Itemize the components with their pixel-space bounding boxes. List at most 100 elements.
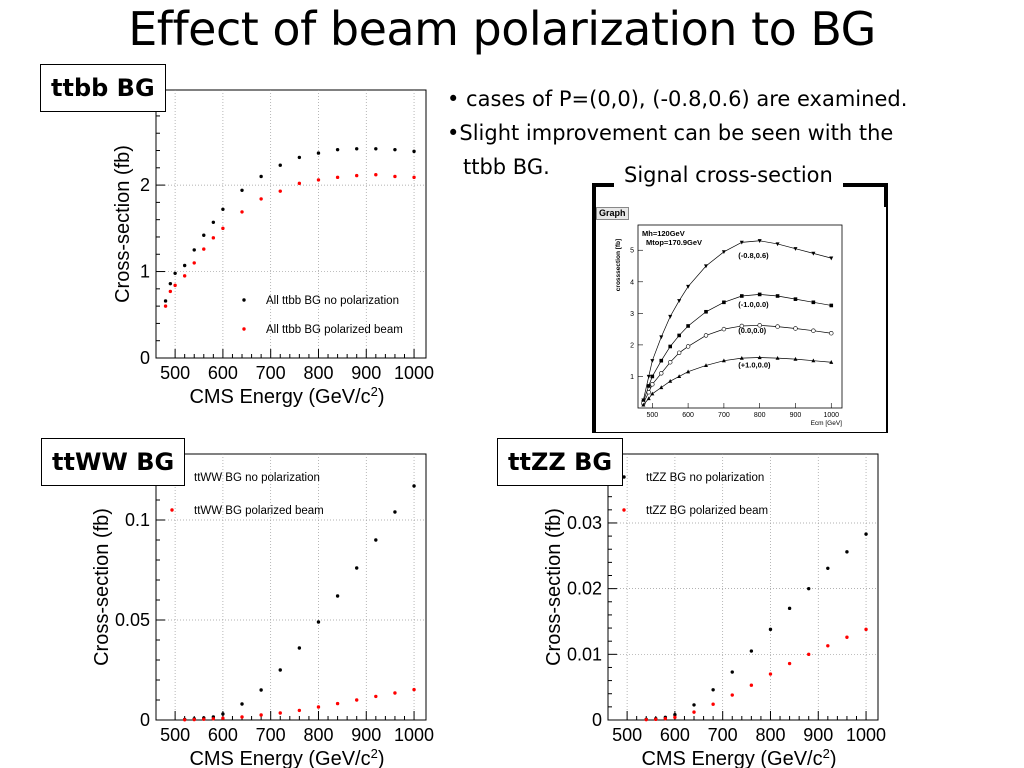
data-point [811,300,816,305]
data-point [650,382,655,387]
data-point [829,303,834,308]
data-point [692,710,696,714]
x-tick-label: 800 [303,725,333,745]
data-point [393,147,397,152]
x-tick-label: 1000 [846,725,886,745]
data-point [864,627,868,632]
data-point [721,358,726,363]
y-tick-label: 0.01 [567,644,602,664]
data-point [663,716,668,721]
data-point [316,151,321,155]
y-axis-label: Cross-section (fb) [112,145,134,303]
data-point [297,646,302,650]
data-point [722,300,726,305]
data-point [259,688,263,692]
data-point [654,717,658,722]
y-tick-label: 0.03 [567,513,602,533]
data-point [192,248,196,252]
data-point [297,155,302,160]
y-tick-label: 5 [630,248,634,255]
data-point [793,326,798,331]
data-point [393,174,397,179]
data-point [704,363,708,368]
signal-panel: 500 600 700 800 900 1000 1 2 3 4 5 Ecm [GeV] crossse… [596,207,886,432]
data-point [711,702,715,706]
y-tick-label: 0.02 [567,579,602,599]
data-point [775,294,780,298]
data-point [787,661,792,666]
data-point [730,670,734,674]
data-point [739,323,744,329]
data-point [297,181,302,186]
ttbb-box-label: ttbb BG [40,64,166,112]
y-axis-label: Cross-section (fb) [543,508,565,666]
x-tick-label: 800 [303,363,333,383]
data-point [240,715,244,719]
data-point [202,233,206,237]
signal-chart: 500 600 700 800 900 1000 1 2 3 4 5 Ecm [GeV] crossse… [615,224,843,427]
data-point [259,174,263,179]
annotation-mtop: Mtop=170.9GeV [646,238,702,247]
data-point [703,333,709,338]
data-point [316,705,321,709]
bullet-list: • cases of P=(0,0), (-0.8,0.6) are exami… [447,82,1007,184]
x-tick-label: 600 [208,363,238,383]
data-point [829,360,834,364]
signal-box-title: Signal cross-section [614,163,843,187]
data-point [659,335,664,340]
data-point [316,178,321,182]
data-point [412,484,416,488]
data-point [704,264,708,269]
data-point [163,299,168,303]
data-point [673,713,677,717]
x-axis-label: Ecm [GeV] [811,420,843,427]
ttbb-plot: 500 600 700 800 900 1000 0 1 2 CMS Energy (GeV/c2… [90,80,434,410]
ttww-plot: 500 600 700 800 900 1000 0 0.05 0.1 CMS Energy (G… [90,448,434,768]
data-point [412,149,416,154]
data-point [676,350,682,355]
legend-marker [170,508,174,512]
data-point [704,309,708,314]
data-point [335,594,340,598]
data-point [757,355,762,360]
data-point [787,606,792,611]
data-point [775,355,780,360]
x-tick-label: 600 [660,725,690,745]
data-point [278,189,282,193]
legend-label: ttZZ BG polarized beam [646,505,768,517]
series-label: (-1.0,0.0) [738,300,769,309]
data-point [259,197,263,201]
data-point [355,147,359,151]
x-axis-label: CMS Energy (GeV/c2) [641,746,836,768]
y-tick-label: 1 [140,262,150,282]
data-point [829,331,834,336]
x-tick-label: 800 [754,412,766,419]
data-point [659,385,664,390]
y-tick-label: 1 [630,374,634,381]
x-tick-label: 1000 [394,725,434,745]
data-point [811,328,816,333]
data-point [711,688,715,692]
bullet-improvement-cont: ttbb BG. [463,155,550,179]
data-point [182,274,187,278]
data-point [221,712,225,716]
data-point [668,344,673,349]
ttww-chart: 500 600 700 800 900 1000 0 0.05 0.1 CMS Energy (G… [91,453,434,768]
data-point [374,173,378,177]
data-point [646,384,651,388]
data-point [355,698,359,702]
data-point [278,163,282,167]
y-tick-label: 4 [630,279,634,286]
legend-label: All ttbb BG polarized beam [266,324,403,336]
data-point [659,358,664,363]
plot-frame [607,453,879,721]
series-label: (0.0,0.0) [738,326,766,335]
data-point [192,717,196,722]
data-point [677,374,682,379]
data-point [739,355,744,360]
data-point [316,620,321,624]
data-point [182,718,187,722]
x-tick-label: 500 [646,412,658,419]
x-tick-label: 600 [208,725,238,745]
legend-marker [242,327,246,331]
